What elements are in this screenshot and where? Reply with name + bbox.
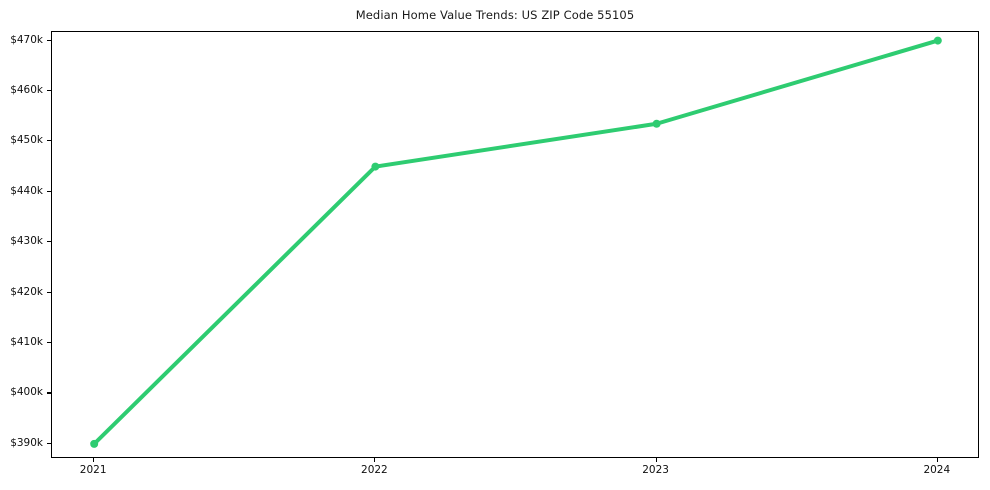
x-tick-label: 2021 [79, 464, 107, 476]
x-tick-label: 2023 [642, 464, 669, 476]
data-point-marker [652, 119, 661, 128]
x-tick-mark [93, 458, 95, 462]
x-tick-mark [374, 458, 376, 462]
y-tick-mark [47, 291, 51, 293]
data-point-marker [371, 162, 380, 171]
data-point-marker [90, 439, 99, 448]
y-tick-mark [47, 39, 51, 41]
y-tick-label: $390k [10, 436, 43, 449]
line-chart-svg [90, 36, 942, 448]
y-tick-mark [47, 392, 51, 394]
y-tick-label: $450k [10, 134, 43, 147]
y-tick-label: $420k [10, 285, 43, 298]
y-tick-label: $400k [10, 386, 43, 399]
y-tick-label: $460k [10, 83, 43, 96]
y-axis: $470k $460k $450k $440k $430k $420k $410… [0, 0, 43, 490]
y-tick-label: $430k [10, 235, 43, 248]
y-tick-mark [47, 140, 51, 142]
data-point-marker [933, 36, 942, 45]
chart-title: Median Home Value Trends: US ZIP Code 55… [355, 8, 635, 22]
x-tick-label: 2022 [361, 464, 388, 476]
y-tick-mark [47, 89, 51, 92]
plot-area [51, 31, 979, 458]
y-tick-mark [47, 190, 51, 192]
y-tick-label: $470k [10, 33, 43, 46]
data-markers-group [90, 36, 942, 448]
y-tick-mark [47, 241, 51, 243]
y-tick-label: $410k [10, 336, 43, 349]
y-tick-mark [47, 442, 51, 444]
x-tick-mark [936, 458, 938, 462]
x-tick-label: 2024 [923, 464, 951, 476]
y-tick-label: $440k [10, 184, 43, 197]
x-tick-mark [655, 458, 657, 462]
data-line-median-home-value [92, 38, 940, 446]
y-tick-mark [47, 342, 51, 344]
